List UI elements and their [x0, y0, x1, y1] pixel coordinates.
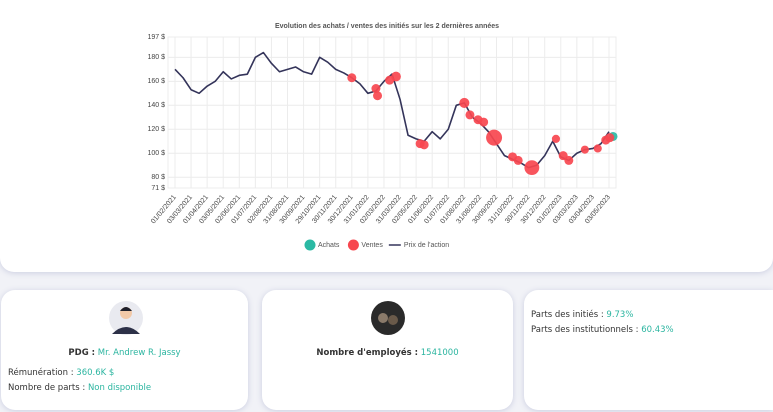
bubble — [564, 155, 574, 165]
legend-swatch — [304, 239, 316, 251]
y-tick-label: 71 $ — [151, 185, 165, 192]
legend-label: Achats — [318, 242, 340, 249]
ceo-value: Mr. Andrew R. Jassy — [97, 348, 181, 358]
bubble — [551, 134, 561, 143]
ceo-label: PDG : — [68, 348, 96, 358]
y-tick-label: 120 $ — [147, 126, 165, 133]
institutions-value: 60.43% — [641, 325, 674, 335]
pay-value: 360.6K $ — [76, 368, 115, 378]
logo — [371, 301, 405, 335]
employees-card: Nombre d'employés : 1541000 — [262, 290, 513, 410]
avatar — [109, 301, 143, 335]
institutions-label: Parts des institutionnels : — [531, 325, 639, 335]
chart-card: Evolution des achats / ventes des initié… — [0, 0, 773, 272]
bubble — [459, 97, 470, 108]
bubble — [580, 145, 589, 154]
y-tick-label: 197 $ — [147, 34, 165, 41]
y-tick-label: 80 $ — [151, 174, 165, 181]
legend-label: Prix de l'action — [404, 242, 449, 249]
bubble — [373, 91, 383, 101]
legend-label: Ventes — [361, 242, 383, 249]
bubble — [593, 144, 602, 153]
insiders-value: 9.73% — [606, 310, 634, 320]
shares-value: Non disponible — [87, 383, 152, 393]
bubble — [347, 73, 357, 83]
y-tick-label: 100 $ — [147, 150, 165, 157]
chart: Evolution des achats / ventes des initié… — [147, 23, 618, 251]
ceo-card: PDG : Mr. Andrew R. Jassy Rémunération :… — [1, 290, 248, 410]
pay-label: Rémunération : — [8, 368, 74, 378]
employees-label: Nombre d'employés : — [316, 348, 419, 358]
ownership-card: Parts des initiés : 9.73% Parts des inst… — [524, 290, 773, 410]
bubble — [486, 129, 503, 146]
bubble — [524, 160, 540, 176]
bubble — [479, 117, 489, 127]
chart-title: Evolution des achats / ventes des initié… — [275, 23, 499, 30]
legend-swatch — [347, 239, 359, 251]
bubble — [371, 84, 381, 94]
bubble — [605, 133, 615, 143]
price-line — [174, 51, 610, 169]
y-tick-label: 140 $ — [147, 102, 165, 109]
bubble — [465, 110, 475, 120]
y-tick-label: 180 $ — [147, 54, 165, 61]
employees-value: 1541000 — [420, 348, 459, 358]
shares-label: Nombre de parts : — [8, 383, 86, 393]
y-tick-label: 160 $ — [147, 78, 165, 85]
insiders-label: Parts des initiés : — [531, 310, 604, 320]
bubble — [419, 140, 429, 150]
bubble — [391, 71, 401, 82]
plot-area — [167, 36, 617, 189]
bubble — [513, 155, 523, 165]
